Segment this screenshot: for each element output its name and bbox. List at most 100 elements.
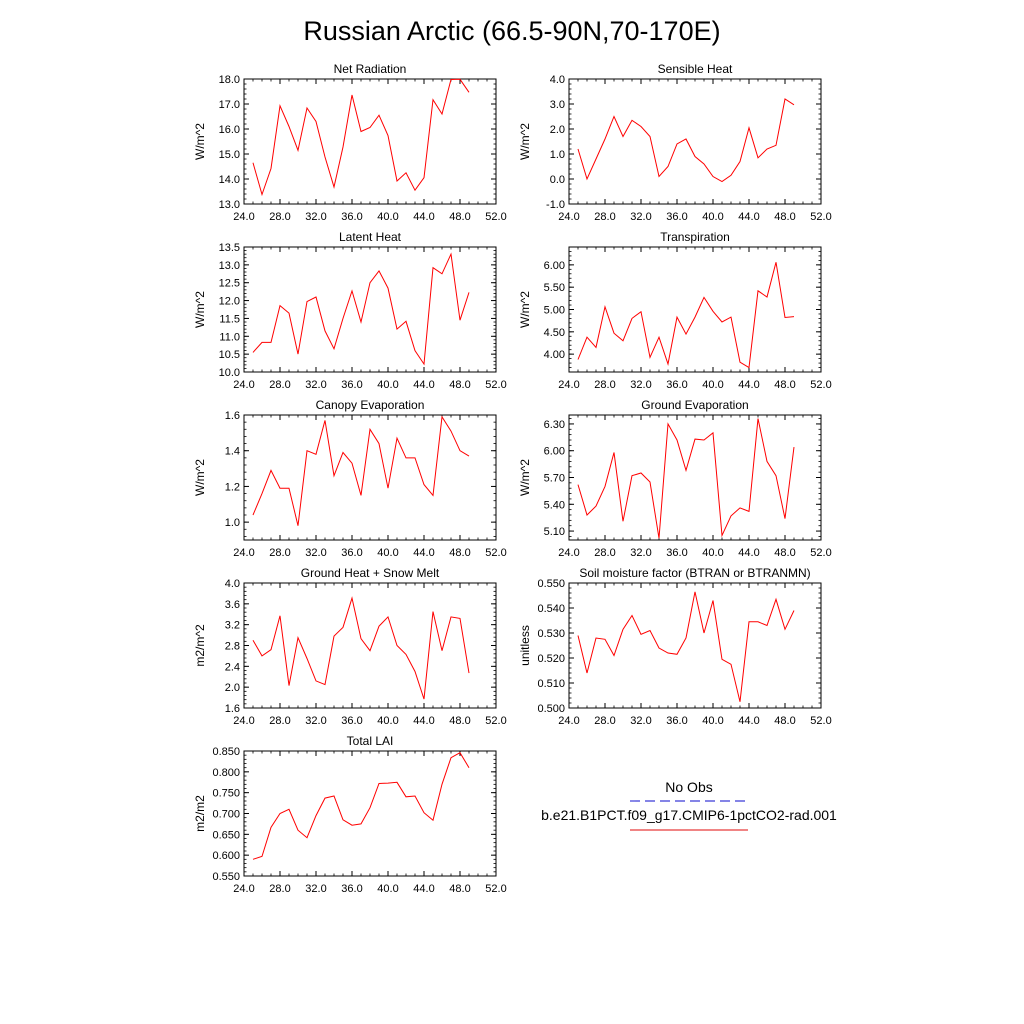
- y-tick-label: 18.0: [219, 74, 240, 86]
- x-tick-label: 36.0: [666, 715, 687, 727]
- y-axis-label: W/m^2: [518, 459, 532, 496]
- x-tick-label: 24.0: [558, 715, 579, 727]
- y-axis-label: W/m^2: [193, 123, 207, 160]
- x-tick-label: 24.0: [233, 715, 254, 727]
- y-tick-label: 1.4: [225, 446, 240, 458]
- panels-container: Net Radiation 24.0 28.0 32.0 36.0 40.0 44.0 48.…: [193, 62, 832, 895]
- x-tick-label: 48.0: [449, 715, 470, 727]
- x-tick-label: 44.0: [413, 715, 434, 727]
- y-tick-label: 0.530: [537, 628, 565, 640]
- x-tick-label: 40.0: [702, 379, 723, 391]
- y-axis-label: W/m^2: [193, 291, 207, 328]
- x-tick-label: 44.0: [738, 211, 759, 223]
- y-tick-label: 5.00: [544, 305, 565, 317]
- y-tick-label: 5.50: [544, 282, 565, 294]
- y-tick-label: 3.2: [225, 620, 240, 632]
- series-line: [252, 415, 470, 526]
- x-tick-label: 28.0: [594, 211, 615, 223]
- x-tick-label: 32.0: [630, 547, 651, 559]
- panel-title: Total LAI: [347, 734, 394, 748]
- legend-model-label: b.e21.B1PCT.f09_g17.CMIP6-1pctCO2-rad.00…: [541, 807, 837, 823]
- x-tick-label: 40.0: [377, 211, 398, 223]
- series-line: [577, 262, 795, 369]
- panel-title: Latent Heat: [339, 230, 402, 244]
- panel-transpiration: Transpiration 24.0 28.0 32.0 36.0 40.0 44.0 48.…: [518, 230, 832, 391]
- x-tick-label: 40.0: [377, 547, 398, 559]
- panel-title: Ground Evaporation: [641, 398, 748, 412]
- x-tick-label: 24.0: [558, 547, 579, 559]
- y-axis-label: m2/m^2: [193, 624, 207, 667]
- legend-obs-label: No Obs: [665, 779, 712, 795]
- y-tick-label: 5.70: [544, 473, 565, 485]
- panel-title: Ground Heat + Snow Melt: [301, 566, 440, 580]
- plot-frame: [568, 414, 822, 541]
- y-axis-label: m2/m2: [193, 795, 207, 832]
- plot-frame: [568, 78, 822, 205]
- y-tick-label: 12.5: [219, 278, 240, 290]
- y-tick-label: 1.0: [225, 517, 240, 529]
- y-tick-label: 4.50: [544, 327, 565, 339]
- y-tick-label: 3.0: [550, 99, 565, 111]
- y-tick-label: 16.0: [219, 124, 240, 136]
- y-tick-label: 2.0: [225, 682, 240, 694]
- x-tick-label: 32.0: [630, 211, 651, 223]
- x-tick-label: 44.0: [738, 379, 759, 391]
- x-tick-label: 36.0: [341, 211, 362, 223]
- plot-frame: [568, 582, 822, 709]
- x-tick-label: 24.0: [233, 211, 254, 223]
- x-tick-label: 52.0: [810, 715, 831, 727]
- y-tick-label: 3.6: [225, 599, 240, 611]
- series-line: [577, 591, 795, 702]
- x-tick-label: 32.0: [305, 547, 326, 559]
- series-line: [252, 752, 470, 860]
- y-tick-label: 4.0: [550, 74, 565, 86]
- y-tick-label: 0.750: [212, 788, 240, 800]
- y-tick-label: 10.0: [219, 367, 240, 379]
- plot-frame: [243, 78, 497, 205]
- x-tick-label: 48.0: [774, 715, 795, 727]
- x-tick-label: 36.0: [341, 379, 362, 391]
- x-tick-label: 36.0: [666, 547, 687, 559]
- y-axis-label: W/m^2: [518, 291, 532, 328]
- x-tick-label: 44.0: [413, 883, 434, 895]
- panel-title: Soil moisture factor (BTRAN or BTRANMN): [579, 566, 810, 580]
- x-tick-label: 36.0: [666, 211, 687, 223]
- x-tick-label: 32.0: [630, 715, 651, 727]
- y-tick-label: 1.2: [225, 481, 240, 493]
- x-tick-label: 24.0: [558, 379, 579, 391]
- panel-title: Net Radiation: [334, 62, 407, 76]
- panel-soil-moisture-factor-btran-or-btranmn: Soil moisture factor (BTRAN or BTRANMN) 2…: [518, 566, 832, 727]
- y-tick-label: 2.4: [225, 661, 240, 673]
- x-tick-label: 52.0: [485, 715, 506, 727]
- x-tick-label: 24.0: [233, 883, 254, 895]
- x-tick-label: 52.0: [810, 211, 831, 223]
- y-tick-label: 0.850: [212, 746, 240, 758]
- y-tick-label: 0.0: [550, 174, 565, 186]
- panel-latent-heat: Latent Heat 24.0 28.0 32.0 36.0 40.0 44.0 48.0 5…: [193, 230, 507, 391]
- x-tick-label: 28.0: [269, 211, 290, 223]
- y-tick-label: 5.10: [544, 526, 565, 538]
- x-tick-label: 48.0: [774, 379, 795, 391]
- y-axis-label: W/m^2: [518, 123, 532, 160]
- x-tick-label: 36.0: [341, 547, 362, 559]
- series-line: [252, 78, 470, 197]
- x-tick-label: 28.0: [594, 715, 615, 727]
- x-tick-label: 52.0: [485, 547, 506, 559]
- x-tick-label: 36.0: [666, 379, 687, 391]
- y-tick-label: 2.8: [225, 641, 240, 653]
- x-tick-label: 32.0: [630, 379, 651, 391]
- y-axis-label: unitless: [518, 625, 532, 666]
- y-tick-label: -1.0: [546, 199, 565, 211]
- legend: No Obs b.e21.B1PCT.f09_g17.CMIP6-1pctCO2…: [541, 779, 837, 831]
- plot-frame: [243, 414, 497, 541]
- y-tick-label: 1.6: [225, 410, 240, 422]
- y-tick-label: 0.700: [212, 809, 240, 821]
- x-tick-label: 36.0: [341, 715, 362, 727]
- x-tick-label: 40.0: [702, 715, 723, 727]
- x-tick-label: 28.0: [594, 379, 615, 391]
- series-line: [252, 596, 470, 700]
- x-tick-label: 32.0: [305, 379, 326, 391]
- panel-ground-heat-snow-melt: Ground Heat + Snow Melt 24.0 28.0 32.0 36.0 4…: [193, 566, 507, 727]
- y-tick-label: 13.0: [219, 260, 240, 272]
